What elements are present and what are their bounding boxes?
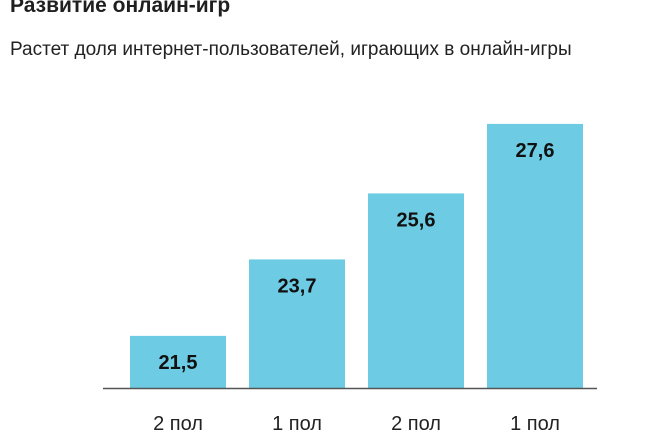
bar-value-label-3: 25,6 [397,209,436,231]
bar-value-label-4: 27,6 [516,140,555,162]
category-label-1: 2 пол [153,413,203,431]
bar-1 [130,335,226,388]
bar-value-label-1: 21,5 [159,352,198,374]
bar-2 [249,259,345,388]
bar-value-label-2: 23,7 [278,275,317,297]
category-label-2: 1 пол [272,413,322,431]
category-label-3: 2 пол [391,413,441,431]
bars-layer [130,123,583,389]
bar-3 [368,193,464,388]
category-label-4: 1 пол [510,413,560,431]
chart-title: Развитие онлайн-игр [10,0,231,17]
chart-subtitle: Растет доля интернет-пользователей, игра… [10,39,572,60]
bar-4 [487,123,583,389]
labels-layer: 21,5 2 пол 23,7 1 пол 25,6 2 пол 27,6 1 пол [153,140,560,431]
